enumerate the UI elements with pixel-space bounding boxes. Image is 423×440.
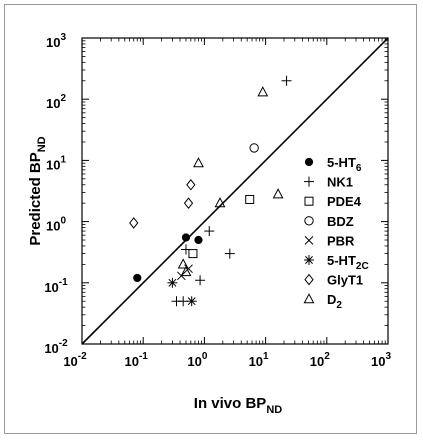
y-tick-label: 10-2: [44, 338, 68, 356]
data-point: [204, 226, 215, 237]
legend-label: 5-HT6: [327, 155, 362, 174]
data-point: [183, 197, 194, 209]
legend-marker: [304, 236, 314, 245]
legend-label: PDE4: [327, 194, 362, 209]
data-point: [188, 249, 198, 259]
legend-item: 5-HT6: [304, 155, 362, 174]
data-point: [193, 157, 204, 168]
series-bdz: [249, 143, 259, 153]
data-point: [180, 265, 192, 277]
legend-label: D2: [327, 292, 342, 311]
y-axis-title: Predicted BPND: [27, 136, 48, 245]
data-point: [245, 194, 255, 204]
series-pde4: [188, 194, 255, 259]
legend-label: 5-HT2C: [327, 253, 369, 272]
data-point: [186, 178, 196, 191]
series-nk1: [171, 75, 292, 307]
x-tick-label: 10-1: [125, 351, 149, 369]
legend-marker: [303, 293, 315, 304]
y-axis-title-sub: ND: [36, 136, 48, 152]
legend-label: PBR: [327, 233, 355, 248]
data-point: [272, 188, 284, 199]
series-d2: [177, 86, 284, 277]
y-tick-label: 10-1: [44, 277, 68, 295]
data-point: [195, 275, 206, 286]
y-tick-label: 100: [46, 216, 66, 234]
figure-frame: [4, 4, 417, 434]
legend-item: 5-HT2C: [304, 253, 369, 272]
legend-item: PDE4: [304, 194, 362, 209]
data-point: [249, 143, 259, 153]
series-5-ht2c: [167, 277, 197, 307]
data-point: [167, 277, 178, 288]
data-point: [184, 264, 193, 274]
legend-label: NK1: [327, 175, 353, 190]
tick-labels: 10-2 10-1 100 101 102 103 10-2 10-1 100 101 102 103: [44, 32, 391, 369]
legend-marker: [304, 255, 314, 265]
legend-item: BDZ: [304, 214, 354, 229]
legend-label: GlyT1: [327, 273, 363, 288]
data-point: [224, 248, 235, 259]
legend-item: D2: [303, 292, 342, 311]
legend-item: GlyT1: [304, 273, 363, 288]
series-glyt1: [129, 178, 196, 229]
legend-label: BDZ: [327, 214, 354, 229]
x-tick-label: 101: [249, 351, 269, 369]
x-axis-title: In vivo BPND: [194, 395, 282, 416]
x-axis-title-sub: ND: [266, 404, 282, 416]
data-point: [194, 235, 203, 245]
data-point: [186, 296, 197, 307]
legend-marker: [304, 196, 314, 206]
y-tick-label: 101: [46, 154, 66, 172]
x-tick-label: 10-2: [63, 351, 87, 369]
legend-marker: [304, 216, 314, 226]
legend-marker: [304, 176, 314, 187]
data-point: [281, 75, 292, 86]
y-tick-label: 103: [46, 32, 66, 50]
y-axis-title-main: Predicted BP: [27, 152, 44, 245]
series-5-ht6: [133, 233, 203, 283]
x-axis-title-main: In vivo BP: [194, 395, 267, 412]
x-tick-label: 102: [310, 351, 330, 369]
data-point: [133, 273, 142, 283]
legend-marker: [304, 157, 314, 167]
legend-item: NK1: [304, 175, 353, 190]
y-tick-label: 102: [46, 93, 66, 111]
plot-area: [81, 37, 389, 345]
legend-marker: [304, 273, 314, 286]
x-tick-label: 100: [187, 351, 207, 369]
data-point: [129, 217, 139, 229]
data-point: [178, 296, 189, 307]
legend-item: PBR: [304, 233, 355, 248]
data-point: [177, 258, 189, 269]
data-point: [257, 86, 269, 97]
x-tick-label: 103: [371, 351, 391, 369]
identity-line: [81, 37, 389, 345]
